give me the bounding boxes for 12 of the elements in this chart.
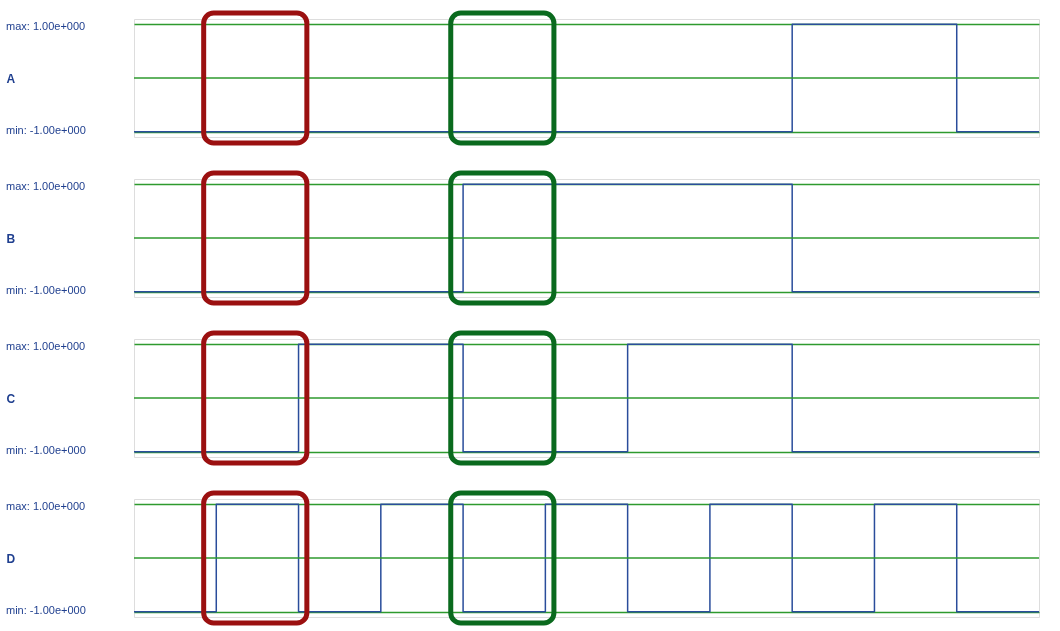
y-axis-title: D [6, 551, 16, 566]
text: max: 1.00e+000 [6, 20, 86, 32]
text: max: 1.00e+000 [6, 500, 86, 512]
text: min: -1.00e+000 [6, 444, 86, 456]
text: max: 1.00e+000 [6, 180, 86, 192]
y-axis-title: B [6, 231, 16, 246]
text: min: -1.00e+000 [6, 604, 86, 616]
text: min: -1.00e+000 [6, 124, 86, 136]
text: min: -1.00e+000 [6, 284, 86, 296]
y-axis-title: A [6, 71, 16, 86]
y-axis-title: C [6, 391, 16, 406]
text: max: 1.00e+000 [6, 340, 86, 352]
